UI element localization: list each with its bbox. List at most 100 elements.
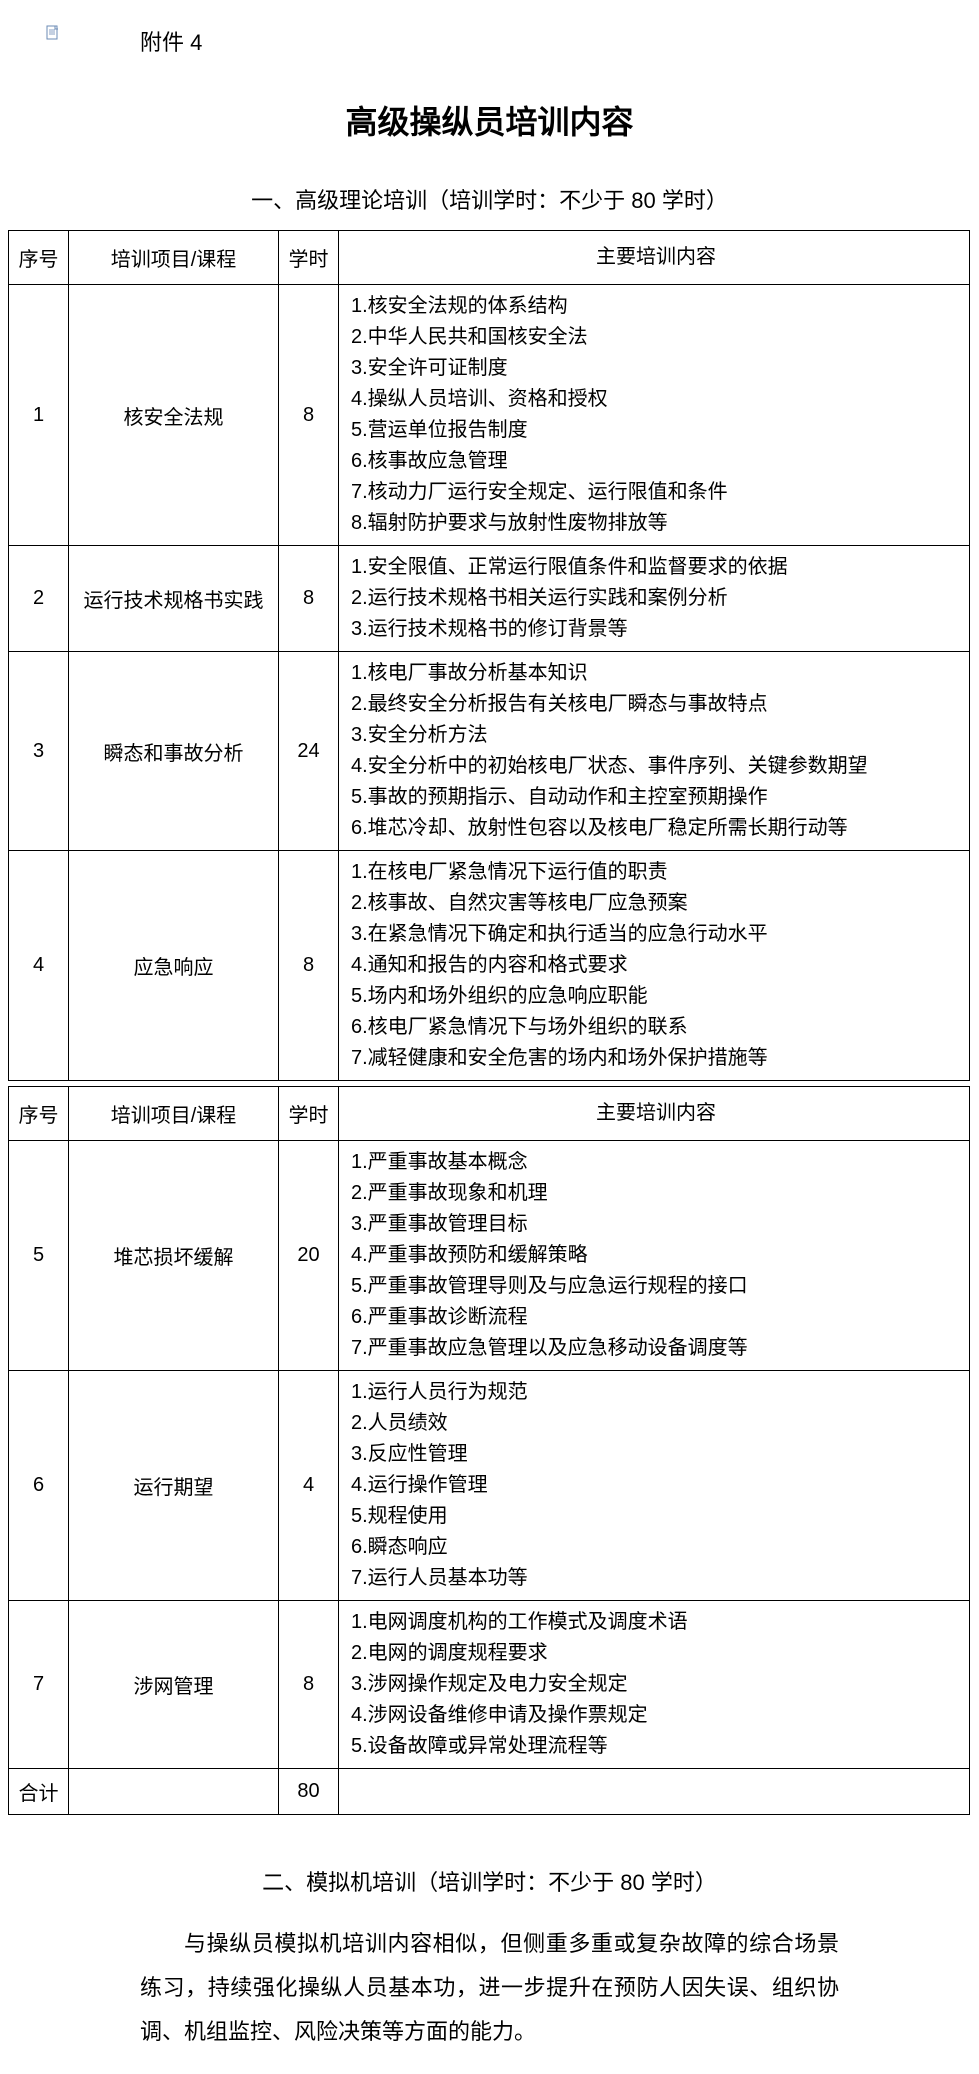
cell-content: 1.电网调度机构的工作模式及调度术语2.电网的调度规程要求3.涉网操作规定及电力… <box>339 1601 970 1769</box>
cell-seq: 4 <box>9 851 69 1081</box>
cell-seq: 3 <box>9 652 69 851</box>
cell-seq: 2 <box>9 546 69 652</box>
content-line: 4.通知和报告的内容和格式要求 <box>351 950 961 981</box>
table-row: 合计 80 <box>9 1769 970 1815</box>
content-line: 1.在核电厂紧急情况下运行值的职责 <box>351 857 961 888</box>
content-line: 7.核动力厂运行安全规定、运行限值和条件 <box>351 477 961 508</box>
table-header-row: 序号 培训项目/课程 学时 主要培训内容 <box>9 231 970 285</box>
cell-content: 1.核电厂事故分析基本知识2.最终安全分析报告有关核电厂瞬态与事故特点3.安全分… <box>339 652 970 851</box>
content-line: 1.严重事故基本概念 <box>351 1147 961 1178</box>
content-line: 3.在紧急情况下确定和执行适当的应急行动水平 <box>351 919 961 950</box>
content-line: 2.核事故、自然灾害等核电厂应急预案 <box>351 888 961 919</box>
content-line: 2.运行技术规格书相关运行实践和案例分析 <box>351 583 961 614</box>
cell-hours: 24 <box>279 652 339 851</box>
cell-seq: 5 <box>9 1141 69 1371</box>
cell-course: 瞬态和事故分析 <box>69 652 279 851</box>
main-title: 高级操纵员培训内容 <box>0 97 979 143</box>
cell-content: 1.在核电厂紧急情况下运行值的职责2.核事故、自然灾害等核电厂应急预案3.在紧急… <box>339 851 970 1081</box>
training-table-1: 序号 培训项目/课程 学时 主要培训内容 1核安全法规81.核安全法规的体系结构… <box>8 230 970 1081</box>
content-line: 1.核安全法规的体系结构 <box>351 291 961 322</box>
table-row: 5堆芯损坏缓解201.严重事故基本概念2.严重事故现象和机理3.严重事故管理目标… <box>9 1141 970 1371</box>
cell-content: 1.安全限值、正常运行限值条件和监督要求的依据2.运行技术规格书相关运行实践和案… <box>339 546 970 652</box>
content-line: 5.营运单位报告制度 <box>351 415 961 446</box>
content-line: 4.操纵人员培训、资格和授权 <box>351 384 961 415</box>
cell-course: 应急响应 <box>69 851 279 1081</box>
content-line: 5.设备故障或异常处理流程等 <box>351 1731 961 1762</box>
cell-hours: 4 <box>279 1371 339 1601</box>
content-line: 3.严重事故管理目标 <box>351 1209 961 1240</box>
content-line: 6.核事故应急管理 <box>351 446 961 477</box>
content-line: 3.涉网操作规定及电力安全规定 <box>351 1669 961 1700</box>
cell-course <box>69 1769 279 1815</box>
cell-content <box>339 1769 970 1815</box>
content-line: 1.安全限值、正常运行限值条件和监督要求的依据 <box>351 552 961 583</box>
header-course: 培训项目/课程 <box>69 231 279 285</box>
cell-seq: 合计 <box>9 1769 69 1815</box>
document-icon <box>45 25 61 41</box>
cell-course: 运行技术规格书实践 <box>69 546 279 652</box>
content-line: 4.严重事故预防和缓解策略 <box>351 1240 961 1271</box>
content-line: 2.最终安全分析报告有关核电厂瞬态与事故特点 <box>351 689 961 720</box>
content-line: 5.严重事故管理导则及与应急运行规程的接口 <box>351 1271 961 1302</box>
cell-hours: 80 <box>279 1769 339 1815</box>
content-line: 5.场内和场外组织的应急响应职能 <box>351 981 961 1012</box>
content-line: 3.安全分析方法 <box>351 720 961 751</box>
content-line: 2.中华人民共和国核安全法 <box>351 322 961 353</box>
content-line: 7.严重事故应急管理以及应急移动设备调度等 <box>351 1333 961 1364</box>
cell-course: 核安全法规 <box>69 285 279 546</box>
content-line: 3.反应性管理 <box>351 1439 961 1470</box>
cell-hours: 8 <box>279 1601 339 1769</box>
content-line: 5.规程使用 <box>351 1501 961 1532</box>
header-course: 培训项目/课程 <box>69 1087 279 1141</box>
section2-container: 二、模拟机培训（培训学时：不少于 80 学时） 与操纵员模拟机培训内容相似，但侧… <box>0 1865 979 2054</box>
content-line: 2.人员绩效 <box>351 1408 961 1439</box>
header-content: 主要培训内容 <box>339 1087 970 1141</box>
cell-content: 1.核安全法规的体系结构2.中华人民共和国核安全法3.安全许可证制度4.操纵人员… <box>339 285 970 546</box>
section2-title: 二、模拟机培训（培训学时：不少于 80 学时） <box>140 1865 839 1897</box>
cell-hours: 20 <box>279 1141 339 1371</box>
content-line: 1.核电厂事故分析基本知识 <box>351 658 961 689</box>
page-container: 附件 4 高级操纵员培训内容 一、高级理论培训（培训学时：不少于 80 学时） … <box>0 25 979 2054</box>
content-line: 3.安全许可证制度 <box>351 353 961 384</box>
header-hours: 学时 <box>279 231 339 285</box>
cell-content: 1.严重事故基本概念2.严重事故现象和机理3.严重事故管理目标4.严重事故预防和… <box>339 1141 970 1371</box>
content-line: 6.严重事故诊断流程 <box>351 1302 961 1333</box>
section2-text: 与操纵员模拟机培训内容相似，但侧重多重或复杂故障的综合场景练习，持续强化操纵人员… <box>140 1922 839 2054</box>
content-line: 1.电网调度机构的工作模式及调度术语 <box>351 1607 961 1638</box>
content-line: 3.运行技术规格书的修订背景等 <box>351 614 961 645</box>
header-hours: 学时 <box>279 1087 339 1141</box>
table-header-row: 序号 培训项目/课程 学时 主要培训内容 <box>9 1087 970 1141</box>
content-line: 7.减轻健康和安全危害的场内和场外保护措施等 <box>351 1043 961 1074</box>
table-row: 6运行期望41.运行人员行为规范2.人员绩效3.反应性管理4.运行操作管理5.规… <box>9 1371 970 1601</box>
content-line: 6.瞬态响应 <box>351 1532 961 1563</box>
cell-course: 涉网管理 <box>69 1601 279 1769</box>
header-seq: 序号 <box>9 231 69 285</box>
cell-hours: 8 <box>279 851 339 1081</box>
header-content: 主要培训内容 <box>339 231 970 285</box>
content-line: 6.堆芯冷却、放射性包容以及核电厂稳定所需长期行动等 <box>351 813 961 844</box>
content-line: 4.运行操作管理 <box>351 1470 961 1501</box>
cell-seq: 6 <box>9 1371 69 1601</box>
table-row: 3瞬态和事故分析241.核电厂事故分析基本知识2.最终安全分析报告有关核电厂瞬态… <box>9 652 970 851</box>
training-table-2: 序号 培训项目/课程 学时 主要培训内容 5堆芯损坏缓解201.严重事故基本概念… <box>8 1086 970 1815</box>
table-row: 4应急响应81.在核电厂紧急情况下运行值的职责2.核事故、自然灾害等核电厂应急预… <box>9 851 970 1081</box>
table-row: 2运行技术规格书实践81.安全限值、正常运行限值条件和监督要求的依据2.运行技术… <box>9 546 970 652</box>
cell-content: 1.运行人员行为规范2.人员绩效3.反应性管理4.运行操作管理5.规程使用6.瞬… <box>339 1371 970 1601</box>
cell-hours: 8 <box>279 285 339 546</box>
content-line: 2.严重事故现象和机理 <box>351 1178 961 1209</box>
content-line: 8.辐射防护要求与放射性废物排放等 <box>351 508 961 539</box>
content-line: 1.运行人员行为规范 <box>351 1377 961 1408</box>
cell-course: 运行期望 <box>69 1371 279 1601</box>
header-seq: 序号 <box>9 1087 69 1141</box>
content-line: 5.事故的预期指示、自动动作和主控室预期操作 <box>351 782 961 813</box>
cell-seq: 7 <box>9 1601 69 1769</box>
content-line: 2.电网的调度规程要求 <box>351 1638 961 1669</box>
table-row: 1核安全法规81.核安全法规的体系结构2.中华人民共和国核安全法3.安全许可证制… <box>9 285 970 546</box>
content-line: 4.涉网设备维修申请及操作票规定 <box>351 1700 961 1731</box>
section1-title: 一、高级理论培训（培训学时：不少于 80 学时） <box>0 183 979 215</box>
cell-course: 堆芯损坏缓解 <box>69 1141 279 1371</box>
table-row: 7涉网管理81.电网调度机构的工作模式及调度术语2.电网的调度规程要求3.涉网操… <box>9 1601 970 1769</box>
cell-hours: 8 <box>279 546 339 652</box>
cell-seq: 1 <box>9 285 69 546</box>
content-line: 6.核电厂紧急情况下与场外组织的联系 <box>351 1012 961 1043</box>
